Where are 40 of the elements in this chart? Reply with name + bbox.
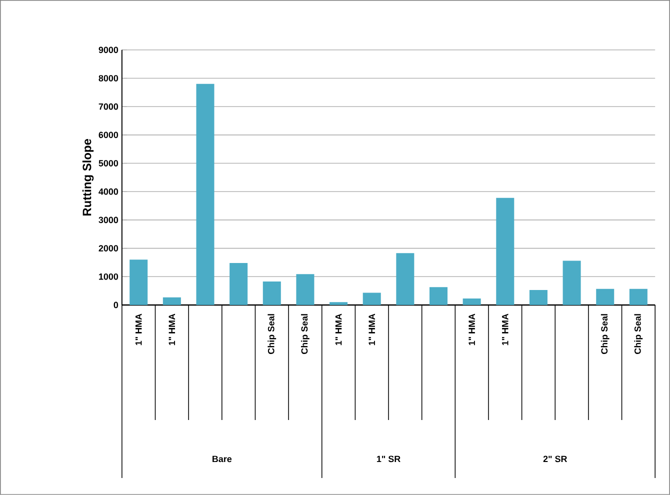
bar — [629, 288, 648, 306]
y-tick-label: 7000 — [98, 103, 118, 110]
bar — [462, 298, 481, 306]
x-tick-label: 1" HMA — [502, 314, 508, 346]
bar — [362, 292, 381, 306]
bar — [230, 263, 248, 306]
bar — [162, 297, 181, 306]
bar — [430, 287, 448, 306]
text: 2" SR — [543, 456, 568, 462]
bar — [196, 84, 214, 306]
y-tick-label: 6000 — [98, 132, 118, 138]
y-tick-label: 2000 — [98, 245, 118, 252]
y-tick-label: 5000 — [98, 160, 118, 166]
x-tick-label: 1" HMA — [136, 314, 142, 346]
x-tick-label: 1" HMA — [168, 314, 176, 346]
text: 1" SR — [376, 456, 400, 462]
bar — [262, 281, 281, 306]
text: Bare — [212, 456, 232, 462]
bar — [496, 198, 514, 306]
y-axis-title: Rutting Slope — [82, 139, 94, 216]
y-tick-label: 1000 — [99, 273, 118, 280]
y-tick-label: 3000 — [98, 216, 118, 224]
bar — [296, 274, 314, 306]
x-tick-label: 1" HMA — [468, 314, 475, 346]
x-tick-label: Chip Seal — [268, 314, 276, 354]
x-tick-label: 1" HMA — [335, 314, 342, 346]
y-tick-label: 4000 — [98, 188, 118, 195]
y-tick-label: 0 — [114, 302, 118, 308]
bar — [529, 290, 548, 306]
y-tick-label: 9000 — [98, 46, 118, 54]
y-tick-label: 8000 — [98, 75, 118, 82]
bar — [562, 260, 581, 306]
bar — [396, 253, 414, 306]
bar — [330, 302, 348, 306]
x-tick-label: Chip Seal — [634, 314, 643, 354]
x-tick-label: Chip Seal — [600, 314, 610, 354]
x-tick-label: 1" HMA — [368, 314, 375, 346]
x-tick-label: Chip Seal — [301, 314, 310, 354]
bar — [130, 260, 148, 306]
bar — [596, 288, 614, 306]
